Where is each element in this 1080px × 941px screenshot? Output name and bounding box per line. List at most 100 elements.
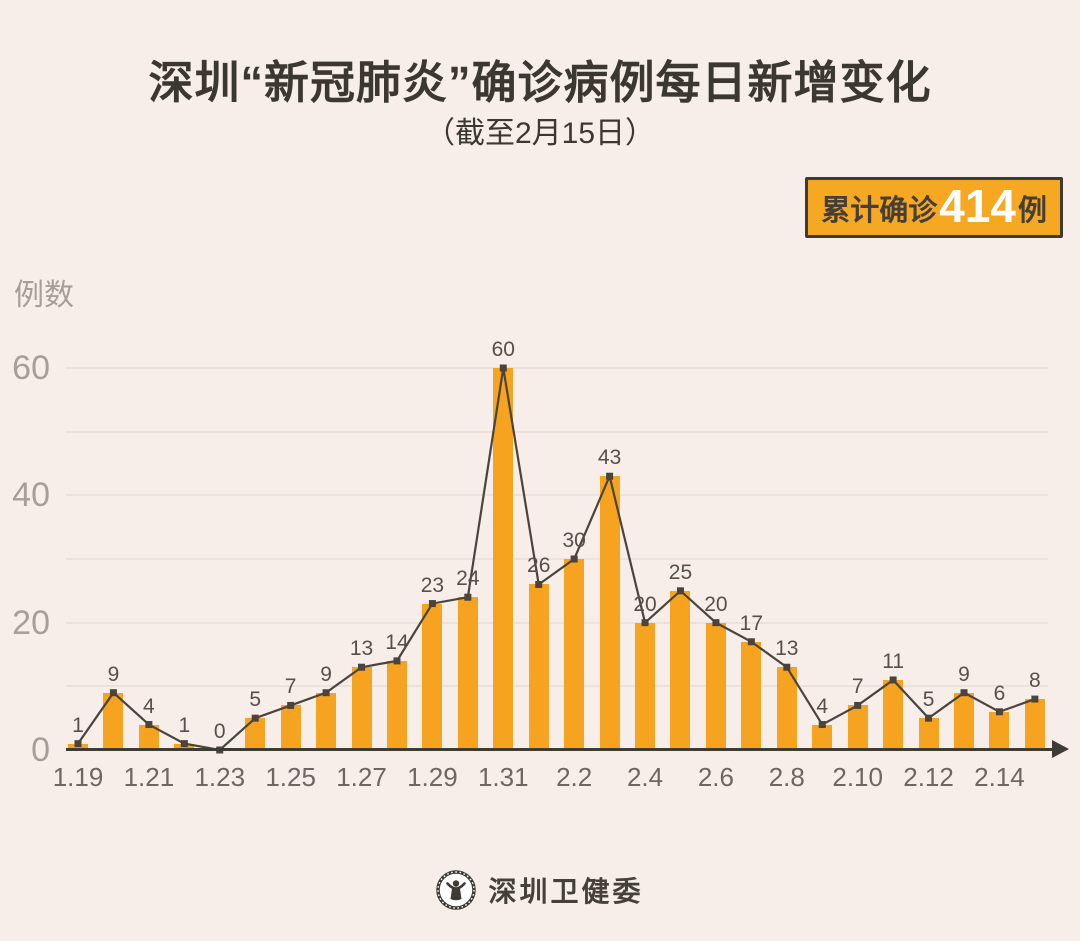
bar <box>776 667 797 750</box>
gridlines <box>58 340 1070 750</box>
x-tick-label: 2.6 <box>697 762 734 792</box>
gridline <box>66 621 1048 624</box>
data-point-marker <box>747 638 755 646</box>
bar-value-label: 6 <box>993 681 1006 705</box>
bar <box>138 724 159 750</box>
data-point-marker <box>676 587 684 595</box>
data-point-marker <box>535 580 543 588</box>
bar-value-label: 8 <box>1029 669 1041 693</box>
data-point-marker <box>960 689 968 697</box>
bar <box>422 603 443 750</box>
bar-value-label: 26 <box>527 554 551 578</box>
bar <box>316 692 337 750</box>
gridline <box>66 430 1048 433</box>
bar <box>883 679 904 750</box>
data-point-marker <box>499 364 507 372</box>
bar-value-label: 1 <box>72 713 84 737</box>
data-point-marker <box>109 689 117 697</box>
bar-value-label: 17 <box>739 611 764 635</box>
bar-value-label: 20 <box>633 592 657 616</box>
bar-value-label: 11 <box>882 649 905 673</box>
footer-org-name: 深圳卫健委 <box>488 876 644 907</box>
bar <box>528 584 549 750</box>
bar <box>245 718 266 750</box>
x-tick-label: 1.23 <box>194 762 246 792</box>
trend-line <box>77 367 1036 752</box>
x-tick-label: 1.19 <box>52 762 104 792</box>
bar <box>918 718 939 750</box>
data-point-marker <box>393 657 401 665</box>
y-tick-label: 20 <box>12 603 50 642</box>
bar <box>847 705 868 750</box>
bar-value-label: 43 <box>597 446 622 470</box>
y-axis-title: 例数 <box>14 279 74 312</box>
bar <box>954 692 974 750</box>
page-title: 深圳“新冠肺炎”确诊病例每日新增变化 <box>148 57 932 108</box>
gridline <box>66 367 1048 369</box>
gridline <box>66 494 1048 497</box>
data-point-marker <box>428 600 436 608</box>
data-point-marker <box>1031 695 1039 703</box>
data-point-marker <box>606 472 614 480</box>
x-axis-arrowhead-icon <box>1052 740 1069 758</box>
bar <box>564 559 585 750</box>
page-subtitle: （截至2月15日） <box>424 117 656 150</box>
x-tick-label: 1.21 <box>123 762 175 792</box>
bar-value-label: 30 <box>562 529 586 552</box>
bar <box>493 368 514 750</box>
bar-value-label: 20 <box>704 592 728 616</box>
data-point-marker <box>358 663 366 671</box>
y-tick-label: 0 <box>31 731 50 769</box>
data-point-marker <box>570 555 578 563</box>
x-tick-label: 1.29 <box>407 762 458 792</box>
plot-area: 1 9 4 1 0 5 7 9 13 14 23 24 60 26 30 43 20 25 20 17 13 4 7 11 5 9… <box>53 339 1070 792</box>
bar-value-label: 5 <box>249 688 262 712</box>
bar <box>103 692 124 750</box>
bar <box>1024 699 1045 750</box>
x-tick-labels-layer: 1.19 1.21 1.23 1.25 1.27 1.29 1.31 2.2 2.4 2.6 2.8… <box>53 340 1070 792</box>
x-tick-label: 2.10 <box>832 762 883 792</box>
y-axis-ticks: 0 20 40 60 <box>0 340 58 769</box>
trend-line-svg <box>74 364 1039 754</box>
bar <box>635 622 656 750</box>
bar <box>741 641 762 750</box>
data-point-marker <box>641 619 649 627</box>
data-point-marker <box>854 701 862 709</box>
bar-value-label: 13 <box>775 637 799 661</box>
cumulative-total-badge: 累计确诊 414 例 <box>805 177 1063 238</box>
x-tick-label: 1.25 <box>265 762 316 792</box>
bar-value-label: 5 <box>922 688 935 712</box>
badge-total-number: 414 <box>939 179 1016 232</box>
bar-value-label: 25 <box>668 560 693 584</box>
badge-prefix: 累计确诊 <box>821 194 938 227</box>
bar <box>705 622 726 750</box>
bar-value-label: 13 <box>349 637 374 661</box>
bar-value-label: 7 <box>851 675 864 699</box>
x-axis-line <box>66 748 1054 751</box>
x-tick-label: 2.2 <box>556 762 593 792</box>
value-labels-layer: 1 9 4 1 0 5 7 9 13 14 23 24 60 26 30 43 20 25 20 17 13 4 7 11 5 9… <box>58 339 1070 750</box>
bar <box>280 705 301 750</box>
bar <box>386 660 407 750</box>
bar-value-label: 7 <box>284 675 297 699</box>
x-tick-label: 1.27 <box>336 762 387 792</box>
bars-layer <box>58 340 1070 750</box>
y-tick-label: 60 <box>12 349 50 387</box>
data-point-marker <box>783 663 791 671</box>
data-point-marker <box>889 676 897 684</box>
gridline <box>66 558 1048 560</box>
data-point-marker <box>251 714 259 722</box>
bar-value-label: 9 <box>958 662 970 686</box>
bar-value-label: 1 <box>178 713 191 737</box>
y-tick-label: 40 <box>12 476 50 515</box>
bar <box>989 711 1010 750</box>
bar <box>670 590 691 750</box>
gridline <box>66 685 1048 688</box>
x-tick-label: 2.8 <box>768 762 805 792</box>
bar <box>812 724 833 750</box>
data-point-marker <box>74 740 82 748</box>
data-point-marker <box>995 708 1003 716</box>
data-point-marker <box>322 689 330 697</box>
bar <box>457 597 478 750</box>
